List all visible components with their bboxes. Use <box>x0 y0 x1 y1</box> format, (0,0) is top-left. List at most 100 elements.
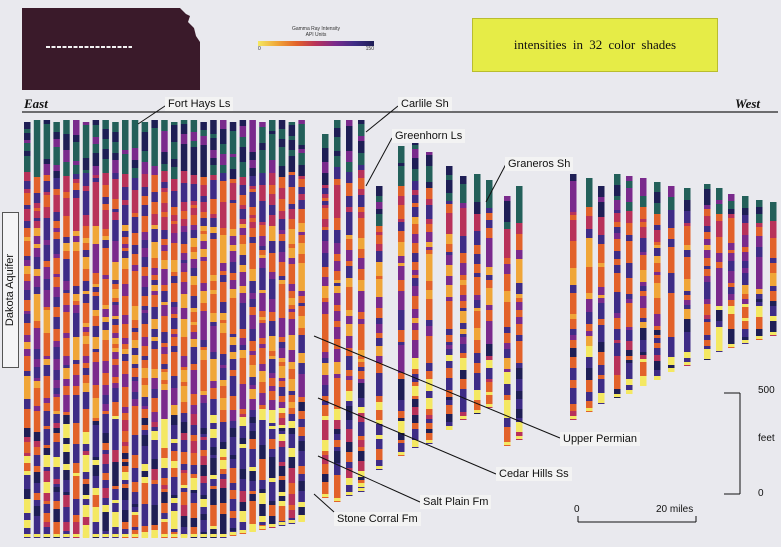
log-segment <box>654 338 661 343</box>
log-segment <box>259 445 266 452</box>
log-segment <box>269 378 276 386</box>
log-segment <box>728 253 735 261</box>
log-segment <box>180 337 188 345</box>
log-segment <box>614 368 621 375</box>
log-segment <box>171 221 178 224</box>
log-segment <box>259 516 266 522</box>
log-segment <box>278 506 286 518</box>
log-segment <box>151 214 158 225</box>
log-segment <box>586 187 593 199</box>
log-segment <box>92 452 100 457</box>
log-segment <box>43 249 51 261</box>
log-base-marker <box>446 426 453 429</box>
log-segment <box>73 476 80 488</box>
log-segment <box>141 397 149 402</box>
log-segment <box>161 522 168 534</box>
log-segment <box>171 307 178 314</box>
log-segment <box>161 458 168 468</box>
log-segment <box>770 258 777 263</box>
dakota-aquifer-tab: Dakota Aquifer <box>2 212 19 368</box>
log-segment <box>742 196 749 208</box>
log-segment <box>112 220 119 232</box>
log-segment <box>229 406 237 410</box>
log-segment <box>112 170 119 173</box>
log-segment <box>63 329 70 333</box>
log-segment <box>640 189 647 196</box>
log-segment <box>33 150 41 154</box>
log-segment <box>322 201 329 205</box>
log-segment <box>92 425 100 429</box>
log-segment <box>426 224 433 232</box>
depth-scale-bottom-value: 0 <box>758 488 764 499</box>
log-segment <box>239 350 247 358</box>
log-segment <box>626 263 633 267</box>
log-segment <box>446 297 453 301</box>
log-segment <box>171 405 178 415</box>
log-segment <box>239 126 247 137</box>
log-base-marker <box>24 534 31 537</box>
log-segment <box>92 510 100 522</box>
log-segment <box>570 285 577 293</box>
log-segment <box>43 149 51 159</box>
log-segment <box>426 250 433 254</box>
log-segment <box>24 304 31 311</box>
log-base-marker <box>200 534 207 537</box>
log-segment <box>598 227 605 235</box>
log-segment <box>704 331 711 335</box>
log-segment <box>249 274 256 281</box>
log-segment <box>704 232 711 239</box>
log-segment <box>460 401 467 412</box>
log-segment <box>426 290 433 299</box>
log-segment <box>278 241 286 252</box>
log-base-marker <box>220 534 227 537</box>
log-segment <box>220 263 227 271</box>
log-segment <box>412 318 419 323</box>
log-segment <box>73 183 80 190</box>
log-segment <box>141 216 149 220</box>
log-segment <box>728 201 735 209</box>
log-segment <box>239 384 247 390</box>
log-segment <box>102 330 109 340</box>
log-segment <box>586 346 593 357</box>
log-segment <box>131 245 139 254</box>
log-segment <box>249 394 256 399</box>
log-segment <box>516 363 523 368</box>
log-segment <box>598 197 605 202</box>
log-segment <box>298 502 305 507</box>
log-segment <box>684 200 691 211</box>
log-segment <box>171 224 178 233</box>
log-base-marker <box>654 376 661 379</box>
log-segment <box>229 382 237 392</box>
log-segment <box>43 326 51 333</box>
log-segment <box>358 398 365 403</box>
log-segment <box>426 398 433 409</box>
log-segment <box>190 128 198 132</box>
log-segment <box>180 353 188 356</box>
gamma-ray-legend: Gamma Ray Intensity API Units 0 150 <box>258 26 374 53</box>
log-segment <box>298 120 305 124</box>
log-segment <box>626 363 633 375</box>
log-segment <box>358 269 365 280</box>
log-segment <box>398 440 405 443</box>
log-segment <box>112 216 119 220</box>
log-segment <box>259 335 266 338</box>
log-segment <box>33 193 41 203</box>
log-segment <box>322 396 329 401</box>
log-segment <box>102 272 109 275</box>
log-segment <box>190 394 198 405</box>
log-segment <box>654 298 661 308</box>
log-segment <box>742 294 749 299</box>
log-segment <box>92 137 100 144</box>
leader-salt-plain <box>317 455 421 503</box>
log-segment <box>112 419 119 431</box>
log-segment <box>446 429 453 430</box>
log-segment <box>53 359 60 370</box>
log-segment <box>73 444 80 452</box>
log-segment <box>346 462 353 468</box>
log-segment <box>398 411 405 418</box>
log-segment <box>614 351 621 356</box>
log-segment <box>446 190 453 193</box>
log-base-marker <box>486 404 493 407</box>
log-segment <box>161 513 168 519</box>
log-segment <box>33 221 41 228</box>
